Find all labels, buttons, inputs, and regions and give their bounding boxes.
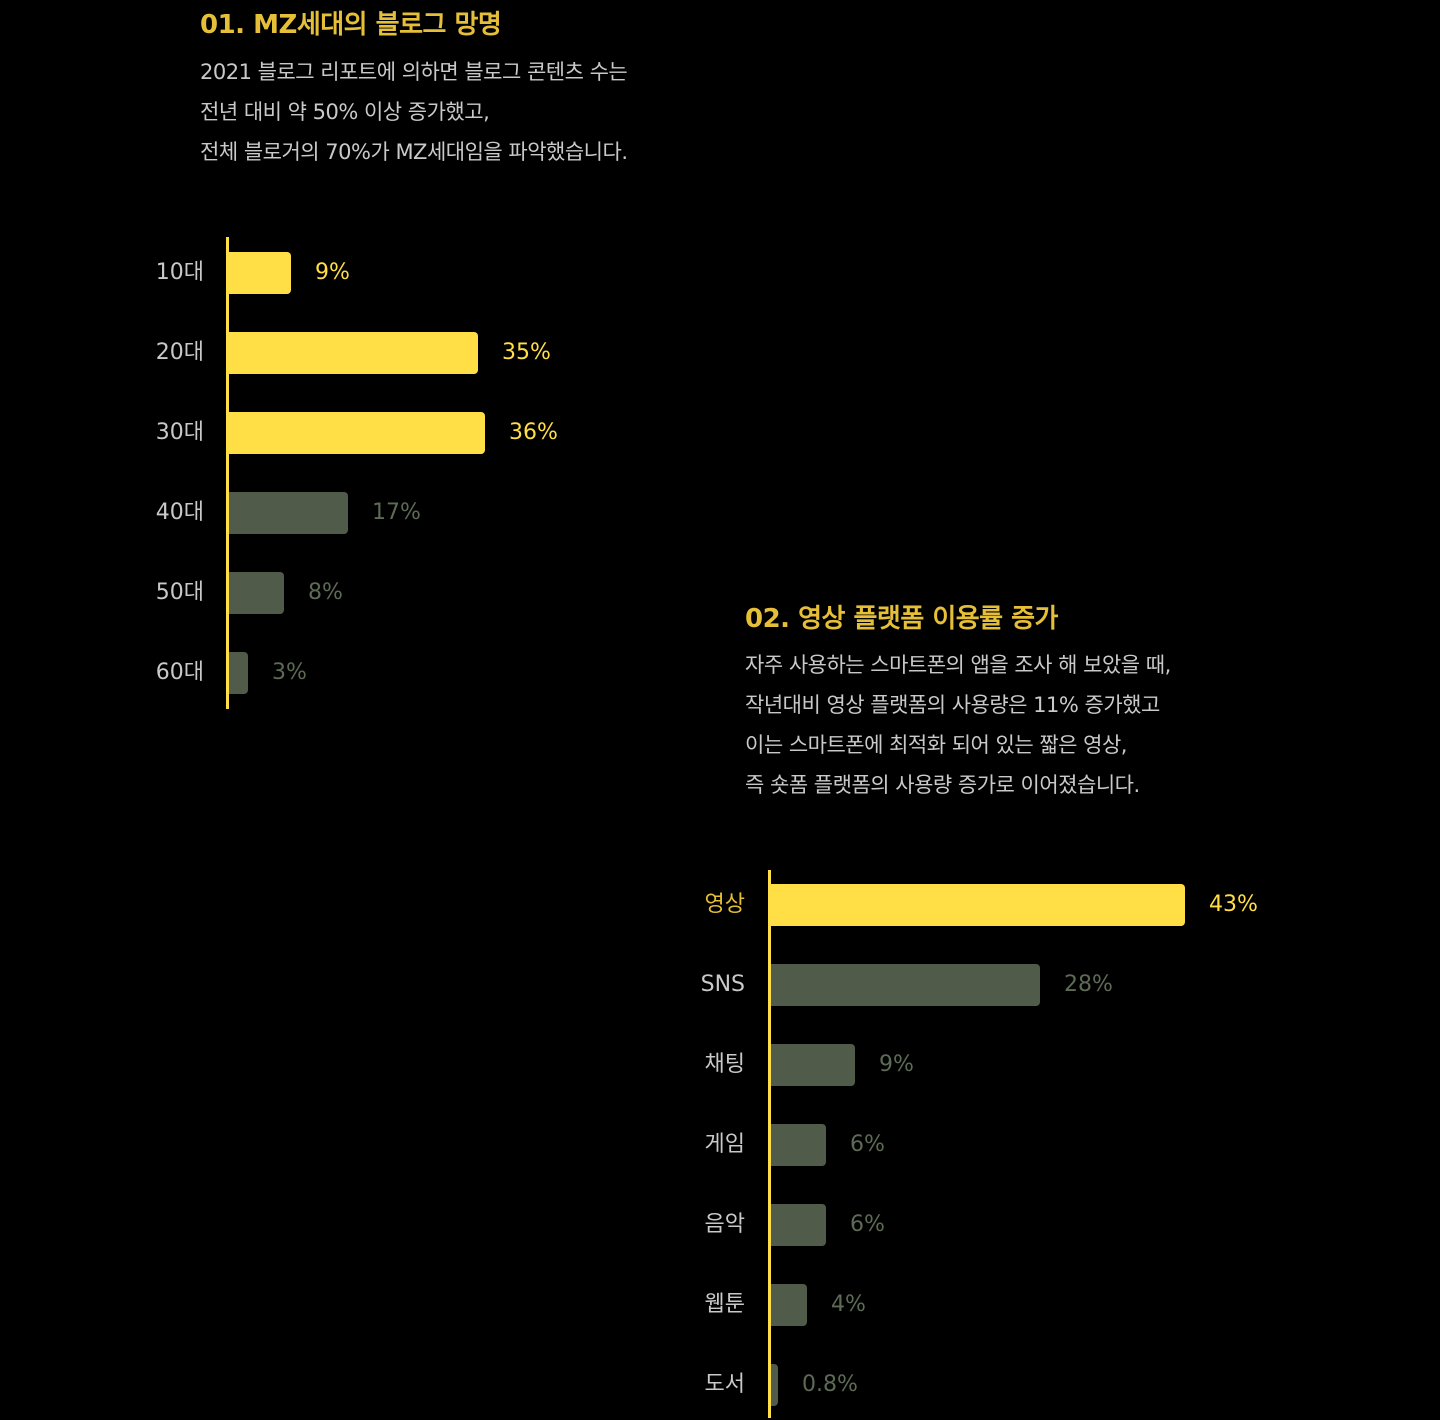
app-bar [768,1044,855,1086]
age-bar [226,252,291,294]
chart-axis-line [768,870,771,1418]
age-category-label: 40대 [155,500,204,525]
app-category-label: 채팅 [704,1052,745,1077]
age-value-label: 35% [502,340,551,365]
age-bar [226,492,348,534]
app-bar [768,1124,826,1166]
section1-title: 01. MZ세대의 블로그 망명 [200,10,502,40]
app-value-label: 43% [1209,892,1258,917]
section2-desc-line: 즉 숏폼 플랫폼의 사용량 증가로 이어졌습니다. [745,773,1140,797]
age-category-label: 30대 [155,420,204,445]
section2-title: 02. 영상 플랫폼 이용률 증가 [745,604,1058,634]
app-category-label: 음악 [704,1212,745,1237]
age-value-label: 36% [509,420,558,445]
app-bar [768,1204,826,1246]
age-value-label: 17% [372,500,421,525]
app-category-label: 영상 [704,892,745,917]
age-bar [226,332,478,374]
section1-desc-line: 전년 대비 약 50% 이상 증가했고, [200,100,490,124]
age-category-label: 50대 [155,580,204,605]
app-value-label: 6% [850,1212,885,1237]
app-category-label: 게임 [704,1132,745,1157]
age-category-label: 20대 [155,340,204,365]
section1-desc-line: 2021 블로그 리포트에 의하면 블로그 콘텐츠 수는 [200,60,628,84]
app-bar [768,1284,807,1326]
section2-desc-line: 자주 사용하는 스마트폰의 앱을 조사 해 보았을 때, [745,653,1171,677]
app-bar [768,964,1040,1006]
section2-desc-line: 이는 스마트폰에 최적화 되어 있는 짧은 영상, [745,733,1127,757]
section2-description: 자주 사용하는 스마트폰의 앱을 조사 해 보았을 때, 작년대비 영상 플랫폼… [745,645,1171,805]
app-category-label: 도서 [704,1372,745,1397]
app-value-label: 4% [831,1292,866,1317]
age-bar [226,652,248,694]
app-category-label: 웹툰 [704,1292,745,1317]
app-value-label: 28% [1064,972,1113,997]
age-value-label: 9% [315,260,350,285]
app-value-label: 9% [879,1052,914,1077]
age-value-label: 3% [272,660,307,685]
age-bar [226,572,284,614]
app-bar [768,884,1185,926]
age-bar [226,412,485,454]
age-category-label: 10대 [155,260,204,285]
section2-desc-line: 작년대비 영상 플랫폼의 사용량은 11% 증가했고 [745,693,1160,717]
chart-axis-line [226,237,229,709]
section1-description: 2021 블로그 리포트에 의하면 블로그 콘텐츠 수는 전년 대비 약 50%… [200,52,628,172]
age-category-label: 60대 [155,660,204,685]
age-value-label: 8% [308,580,343,605]
section1-desc-line: 전체 블로거의 70%가 MZ세대임을 파악했습니다. [200,140,628,164]
app-value-label: 0.8% [802,1372,858,1397]
app-value-label: 6% [850,1132,885,1157]
app-bar [768,1364,778,1406]
app-category-label: SNS [700,972,745,997]
